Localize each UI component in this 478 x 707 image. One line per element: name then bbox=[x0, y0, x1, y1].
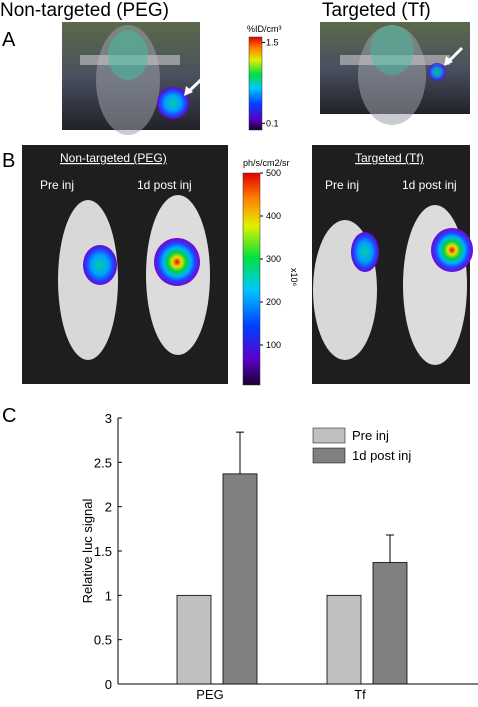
image-label: 1d post inj bbox=[137, 178, 192, 192]
colorbar-tick-label: 200 bbox=[266, 297, 281, 307]
panel-label: A bbox=[2, 29, 16, 51]
y-tick-label: 1.5 bbox=[94, 544, 112, 559]
colorbar-b-label: ph/s/cm2/sr bbox=[243, 158, 290, 168]
bar bbox=[326, 594, 362, 685]
x-tick-label: PEG bbox=[196, 687, 223, 702]
y-tick-label: 2.5 bbox=[94, 455, 112, 470]
y-tick-label: 0.5 bbox=[94, 633, 112, 648]
pet-image-left bbox=[62, 22, 207, 135]
colorbar-a: %ID/cm³ bbox=[247, 24, 282, 131]
colorbar-tick-label: 300 bbox=[266, 254, 281, 264]
colorbar-b: ph/s/cm2/sr x10⁶ bbox=[242, 158, 299, 386]
panel-label: C bbox=[2, 405, 16, 427]
title-left: Non-targeted (PEG) bbox=[0, 0, 169, 21]
colorbar-b-multiplier: x10⁶ bbox=[289, 268, 299, 287]
legend-label: Pre inj bbox=[352, 428, 389, 443]
x-tick-label: Tf bbox=[354, 687, 366, 702]
image-label: Pre inj bbox=[325, 178, 359, 192]
y-tick-label: 3 bbox=[105, 411, 112, 426]
image-title: Non-targeted (PEG) bbox=[60, 151, 167, 165]
colorbar-tick-label: 500 bbox=[266, 168, 281, 178]
colorbar-tick-label: 1.5 bbox=[266, 37, 279, 47]
bar bbox=[372, 562, 408, 685]
y-tick-label: 2 bbox=[105, 500, 112, 515]
bar bbox=[176, 594, 212, 685]
y-axis-label: Relative luc signal bbox=[80, 499, 95, 604]
error-bar bbox=[386, 534, 394, 563]
image-label: 1d post inj bbox=[402, 178, 457, 192]
bli-image-right bbox=[312, 145, 473, 384]
image-label: Pre inj bbox=[40, 178, 74, 192]
pet-image-right bbox=[320, 22, 470, 125]
colorbar-a-label: %ID/cm³ bbox=[247, 24, 282, 34]
title-right: Targeted (Tf) bbox=[322, 0, 431, 21]
error-bar bbox=[236, 431, 244, 474]
colorbar-tick-label: 0.1 bbox=[266, 118, 279, 128]
bar bbox=[222, 473, 258, 685]
y-tick-label: 0 bbox=[105, 677, 112, 692]
legend-swatch bbox=[312, 447, 346, 464]
colorbar-tick-label: 400 bbox=[266, 211, 281, 221]
image-title: Targeted (Tf) bbox=[355, 151, 424, 165]
bli-image-left bbox=[22, 145, 228, 384]
legend-swatch bbox=[312, 427, 346, 444]
legend-label: 1d post inj bbox=[352, 448, 411, 463]
colorbar-tick-label: 100 bbox=[266, 340, 281, 350]
y-tick-label: 1 bbox=[105, 588, 112, 603]
panel-label: B bbox=[2, 150, 15, 172]
